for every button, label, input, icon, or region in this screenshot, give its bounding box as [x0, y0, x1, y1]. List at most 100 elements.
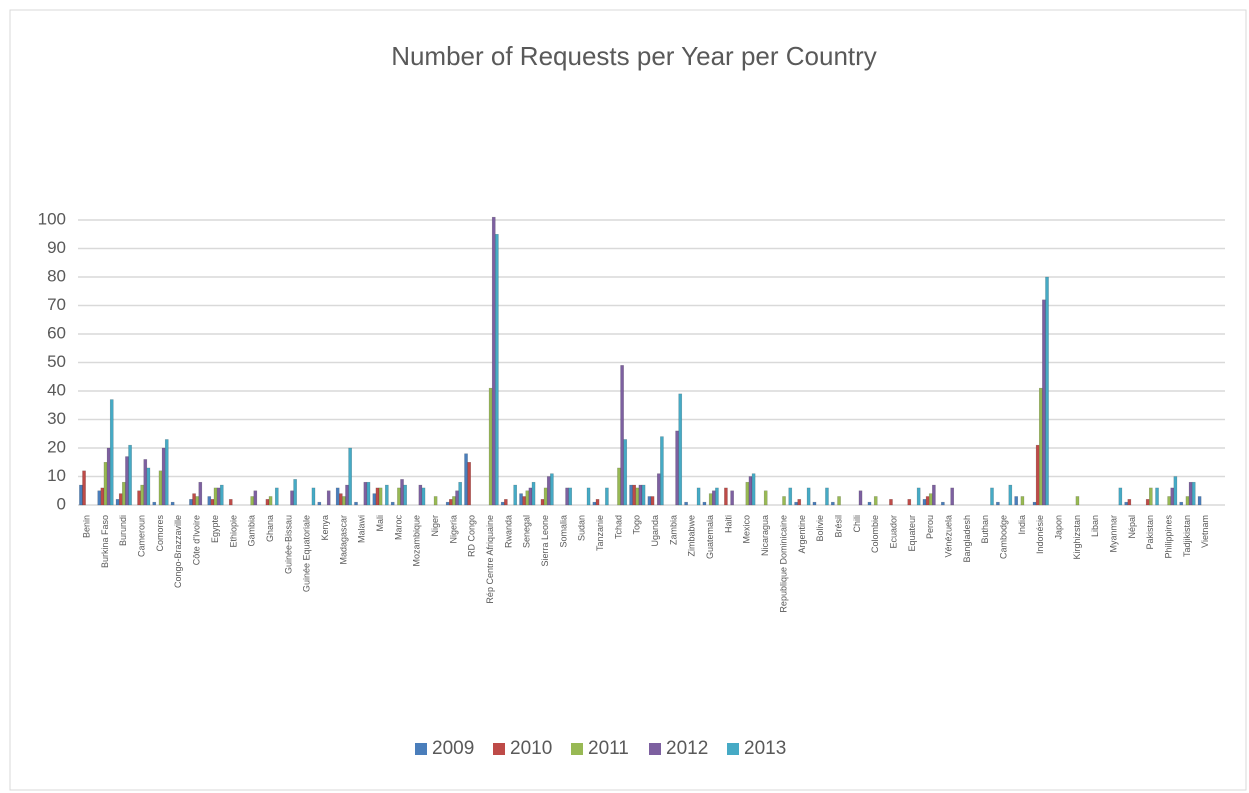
bar [265, 499, 270, 506]
bar [1191, 481, 1196, 506]
bar [922, 499, 927, 506]
bar [797, 499, 802, 506]
x-tick-label: Comores [155, 515, 165, 552]
bar [82, 470, 86, 506]
bar [161, 447, 166, 506]
bar [192, 493, 196, 506]
legend-label: 2010 [510, 738, 552, 759]
x-tick-label: Nicaragua [760, 515, 770, 556]
bar [629, 484, 633, 506]
bar [207, 496, 212, 506]
y-tick-label: 90 [47, 238, 66, 257]
x-tick-label: Nigeria [448, 515, 458, 544]
bar [546, 476, 551, 506]
legend-swatch [415, 743, 427, 755]
bar [495, 234, 499, 506]
bar [140, 484, 144, 506]
bar [366, 481, 371, 506]
bar [522, 496, 526, 506]
legend-label: 2011 [588, 738, 629, 759]
bar [421, 487, 426, 506]
bar [623, 439, 628, 506]
bar [449, 499, 453, 506]
x-tick-label: Equateur [907, 515, 917, 552]
bar [378, 487, 383, 506]
bar [213, 487, 218, 506]
x-tick-label: Chili [852, 515, 862, 533]
bar [806, 487, 811, 506]
bar [788, 487, 793, 506]
bar [1032, 501, 1037, 506]
bar [345, 484, 349, 506]
bar [253, 490, 258, 506]
y-tick-label: 40 [47, 380, 66, 399]
legend-label: 2009 [432, 738, 474, 759]
bar [1149, 487, 1153, 506]
bar [858, 490, 863, 506]
bar [708, 493, 713, 506]
x-tick-label: Japon [1053, 515, 1063, 540]
bar [812, 501, 817, 506]
x-tick-label: Pakistan [1145, 515, 1155, 550]
bar [1197, 496, 1202, 506]
bar [638, 484, 643, 506]
bar [916, 487, 921, 506]
bar [216, 487, 221, 506]
bar [543, 487, 548, 506]
bar [491, 216, 496, 506]
x-tick-label: Cambodge [998, 515, 1008, 559]
bar [656, 473, 661, 506]
bar [128, 444, 132, 506]
bar [109, 399, 114, 506]
x-tick-label: Tchad [613, 515, 623, 539]
bar [1179, 501, 1184, 506]
bar [1188, 481, 1193, 506]
y-tick-label: 0 [57, 494, 66, 513]
x-tick-label: Perou [925, 515, 935, 539]
bar [675, 430, 679, 506]
bar [605, 487, 609, 506]
chart-title: Number of Requests per Year per Country [391, 41, 877, 71]
bar [678, 393, 683, 506]
bar [763, 490, 768, 506]
bar [525, 490, 530, 506]
bar [650, 496, 655, 506]
bar [837, 496, 841, 506]
bar [684, 501, 688, 506]
x-tick-label: Colombie [870, 515, 880, 553]
bar [403, 484, 407, 506]
x-tick-label: Rwanda [503, 515, 513, 548]
bar [348, 447, 352, 506]
bar [115, 499, 120, 506]
x-tick-label: Burundi [118, 515, 128, 546]
bar [531, 481, 536, 506]
bar [1145, 499, 1150, 506]
x-tick-label: Buthan [980, 515, 990, 544]
bar [195, 496, 200, 506]
x-tick-label: Sudan [577, 515, 587, 541]
bar [445, 501, 450, 506]
bar [907, 499, 912, 506]
x-tick-label: Mali [375, 515, 385, 532]
bar [103, 462, 108, 506]
y-tick-label: 30 [47, 409, 66, 428]
bar [100, 487, 105, 506]
bar [867, 501, 872, 506]
x-tick-label: Ethiopie [228, 515, 238, 548]
bar [925, 496, 930, 506]
bar [458, 481, 462, 506]
chart-border [9, 9, 1247, 791]
bar [311, 487, 316, 506]
bar [1038, 387, 1043, 506]
x-tick-label: Togo [632, 515, 642, 535]
x-tick-label: Somalia [558, 515, 568, 548]
bar [342, 496, 346, 506]
bar [932, 484, 936, 506]
bar [745, 481, 750, 506]
bar [996, 501, 1000, 506]
bar [889, 499, 893, 506]
x-tick-label: Madagascar [338, 515, 348, 565]
legend-swatch [727, 743, 739, 755]
x-tick-label: Senegal [522, 515, 532, 548]
